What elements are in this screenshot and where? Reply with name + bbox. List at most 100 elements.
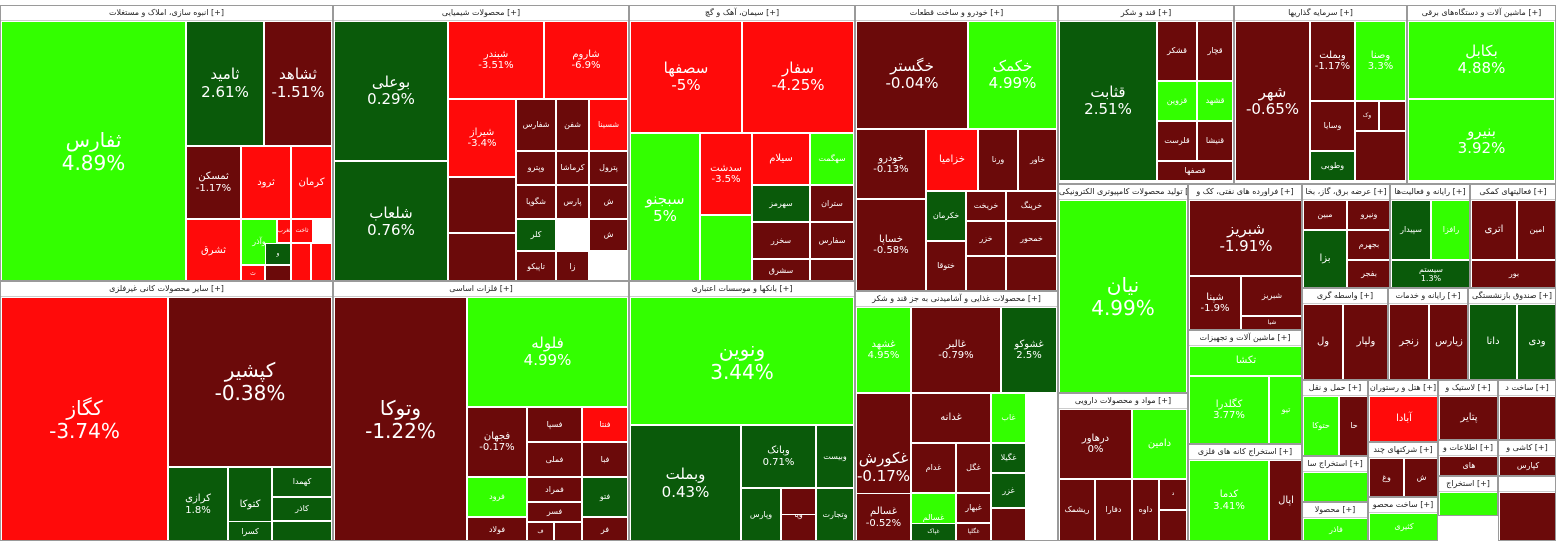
stock-tile[interactable]: داوه xyxy=(1132,479,1159,540)
stock-tile[interactable]: ثرود xyxy=(241,146,291,219)
stock-tile[interactable]: شهر -0.65% xyxy=(1235,21,1310,181)
stock-tile[interactable]: شیا xyxy=(1241,316,1301,329)
stock-tile[interactable]: کگلدرا 3.77% xyxy=(1189,376,1269,443)
sector-header[interactable]: لاستیک و [+] xyxy=(1439,381,1497,396)
stock-tile[interactable]: فسر xyxy=(527,502,582,522)
stock-tile[interactable] xyxy=(1159,510,1187,540)
stock-tile[interactable]: وطوبی xyxy=(1310,151,1355,181)
stock-tile[interactable]: ثاخت xyxy=(291,219,313,243)
stock-tile[interactable]: د xyxy=(1159,479,1187,510)
stock-tile[interactable]: مبین xyxy=(1303,200,1347,230)
sector-header[interactable]: ساخت محصو [+] xyxy=(1369,498,1437,513)
stock-tile[interactable]: پتایر xyxy=(1439,396,1497,439)
stock-tile[interactable]: ثفارس 4.89% xyxy=(1,21,186,280)
stock-tile[interactable]: بنیرو 3.92% xyxy=(1408,99,1555,181)
stock-tile[interactable]: شفارس xyxy=(516,99,556,151)
stock-tile[interactable]: وتوکا -1.22% xyxy=(334,297,467,540)
stock-tile[interactable]: درهاور 0% xyxy=(1059,409,1132,479)
sector-header[interactable]: هتل و رستوران [+] xyxy=(1369,381,1437,396)
stock-tile[interactable]: وغ xyxy=(1369,458,1404,496)
stock-tile[interactable] xyxy=(448,177,516,233)
stock-tile[interactable]: غبهار xyxy=(956,493,991,523)
stock-tile[interactable]: قصفها xyxy=(1157,161,1233,181)
sector-header[interactable]: واسطه گری [+] xyxy=(1303,289,1387,304)
sector-header[interactable]: صندوق بازنشستگی [+] xyxy=(1469,289,1555,304)
sector-header[interactable]: عرضه برق، گاز، بخا [+] xyxy=(1303,185,1389,200)
stock-tile[interactable]: فبا xyxy=(582,442,628,477)
sector-header[interactable]: اطلاعات و [+] xyxy=(1439,441,1497,456)
stock-tile[interactable] xyxy=(554,522,582,540)
stock-tile[interactable] xyxy=(1379,101,1406,131)
sector-header[interactable]: بانکها و موسسات اعتباری [+] xyxy=(630,282,854,297)
stock-tile[interactable]: قچار xyxy=(1197,21,1233,81)
stock-tile[interactable]: تاپیکو xyxy=(516,251,556,280)
stock-tile[interactable]: ش xyxy=(589,219,628,251)
stock-tile[interactable]: غالبر -0.79% xyxy=(911,307,1001,393)
stock-tile[interactable]: شگویا xyxy=(516,185,556,219)
stock-tile[interactable]: کرازی 1.8% xyxy=(168,467,228,540)
sector-header[interactable]: قند و شکر [+] xyxy=(1059,6,1233,21)
stock-tile[interactable]: فملی xyxy=(527,442,582,477)
sector-header[interactable]: استخراج کانه های فلزی [+] xyxy=(1189,445,1301,460)
stock-tile[interactable]: رافزا xyxy=(1431,200,1469,260)
stock-tile[interactable]: ش xyxy=(589,185,628,219)
stock-tile[interactable] xyxy=(810,259,854,280)
stock-tile[interactable]: حتوکا xyxy=(1303,396,1339,455)
stock-tile[interactable] xyxy=(1303,472,1367,501)
stock-tile[interactable]: ودی xyxy=(1517,304,1555,379)
stock-tile[interactable]: کرماشا xyxy=(556,151,589,185)
sector-header[interactable]: ساخت د [+] xyxy=(1499,381,1555,396)
stock-tile[interactable]: غزر xyxy=(991,473,1026,508)
stock-tile[interactable] xyxy=(1355,131,1406,181)
stock-tile[interactable]: سدشت -3.5% xyxy=(700,133,752,215)
stock-tile[interactable]: فولاد xyxy=(467,517,527,540)
stock-tile[interactable]: خکمک 4.99% xyxy=(968,21,1057,129)
stock-tile[interactable]: ثشرق xyxy=(186,219,241,280)
stock-tile[interactable]: خودرو -0.13% xyxy=(856,129,926,199)
stock-tile[interactable]: زیارس xyxy=(1429,304,1467,379)
stock-tile[interactable]: ختوقا xyxy=(926,241,966,290)
stock-tile[interactable]: قشکر xyxy=(1157,21,1197,81)
stock-tile[interactable]: ونوین 3.44% xyxy=(630,297,854,425)
stock-tile[interactable] xyxy=(991,508,1026,540)
sector-header[interactable]: رایانه و فعالیت‌ها [+] xyxy=(1391,185,1469,200)
stock-tile[interactable]: فرود xyxy=(467,477,527,517)
stock-tile[interactable]: فلوله 4.99% xyxy=(467,297,628,407)
stock-tile[interactable]: کرمان xyxy=(291,146,332,219)
sector-header[interactable]: انبوه سازی، املاک و مستغلات [+] xyxy=(1,6,332,21)
stock-tile[interactable]: ثشاهد -1.51% xyxy=(264,21,332,146)
stock-tile[interactable]: ث xyxy=(241,265,265,280)
stock-tile[interactable]: اپال xyxy=(1269,460,1301,540)
stock-tile[interactable]: غگل xyxy=(956,443,991,493)
stock-tile[interactable]: فر xyxy=(582,517,628,540)
stock-tile[interactable]: کپارس xyxy=(1499,456,1555,475)
stock-tile[interactable]: شلعاب 0.76% xyxy=(334,161,448,280)
sector-header[interactable] xyxy=(1499,477,1555,492)
stock-tile[interactable] xyxy=(448,233,516,280)
stock-tile[interactable]: فنتا xyxy=(582,407,628,442)
stock-tile[interactable]: حا xyxy=(1339,396,1367,455)
stock-tile[interactable]: ستران xyxy=(810,185,854,222)
stock-tile[interactable]: بور xyxy=(1471,260,1555,287)
stock-tile[interactable]: قزوین xyxy=(1157,81,1197,121)
stock-tile[interactable]: قلرست xyxy=(1157,121,1197,161)
sector-header[interactable]: محصولا [+] xyxy=(1303,503,1367,518)
stock-tile[interactable] xyxy=(781,488,816,515)
stock-tile[interactable]: فاذر xyxy=(1303,518,1367,540)
stock-tile[interactable]: آبادا xyxy=(1369,396,1437,441)
stock-tile[interactable]: دفارا xyxy=(1095,479,1132,540)
stock-tile[interactable]: وپترو xyxy=(516,151,556,185)
stock-tile[interactable]: غدام xyxy=(911,443,956,493)
stock-tile[interactable]: زا xyxy=(556,251,589,280)
stock-tile[interactable]: تکشا xyxy=(1189,346,1301,376)
stock-tile[interactable]: شپنا -1.9% xyxy=(1189,276,1241,329)
stock-tile[interactable]: شاروم -6.9% xyxy=(544,21,628,99)
stock-tile[interactable]: وبملت -1.17% xyxy=(1310,21,1355,101)
stock-tile[interactable]: کدما 3.41% xyxy=(1189,460,1269,540)
stock-tile[interactable]: سپیدار xyxy=(1391,200,1431,260)
stock-tile[interactable]: خمحور xyxy=(1006,221,1057,256)
sector-header[interactable]: استخراج [+] xyxy=(1439,477,1497,492)
stock-tile[interactable]: بجهرم xyxy=(1347,230,1389,260)
stock-tile[interactable]: شبریز xyxy=(1241,276,1301,316)
stock-tile[interactable]: فجهان -0.17% xyxy=(467,407,527,477)
